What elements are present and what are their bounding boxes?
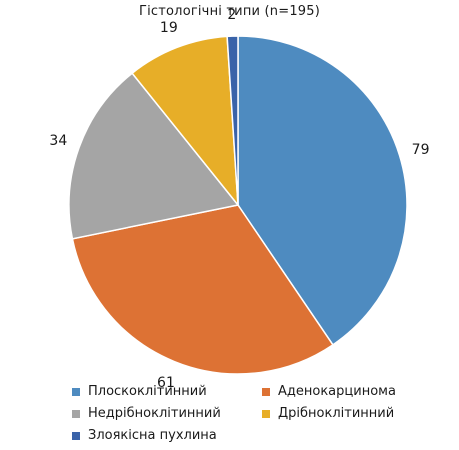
legend-item: Плоскоклітинний (72, 384, 207, 399)
legend-swatch (72, 409, 80, 418)
slice-value-label: 79 (412, 142, 430, 158)
slice-value-label: 19 (160, 20, 178, 36)
pie-slice (68, 72, 240, 240)
chart-title: Гістологічні типи (n=195) (138, 4, 321, 19)
legend-item: Аденокарцинома (262, 384, 396, 399)
legend-label: Аденокарцинома (278, 384, 396, 399)
pie-slice (237, 35, 408, 346)
legend-item: Злоякісна пухлина (72, 428, 217, 443)
slice-value-label: 34 (49, 133, 67, 149)
slice-value-label: 2 (227, 7, 236, 23)
legend-swatch (72, 387, 80, 396)
legend-label: Злоякісна пухлина (88, 428, 217, 443)
legend-item: Дрібноклітинний (262, 406, 394, 421)
legend-swatch (72, 431, 80, 440)
legend-label: Плоскоклітинний (88, 384, 207, 399)
legend-label: Дрібноклітинний (278, 406, 395, 421)
legend-item: Недрібноклітинний (72, 406, 221, 421)
pie-slice (226, 35, 239, 206)
slice-value-label: 61 (157, 375, 175, 391)
legend-swatch (262, 409, 270, 418)
legend-label: Недрібноклітинний (88, 406, 221, 421)
pie-slice (131, 35, 239, 208)
pie-slice (71, 204, 334, 375)
legend-swatch (262, 387, 270, 396)
